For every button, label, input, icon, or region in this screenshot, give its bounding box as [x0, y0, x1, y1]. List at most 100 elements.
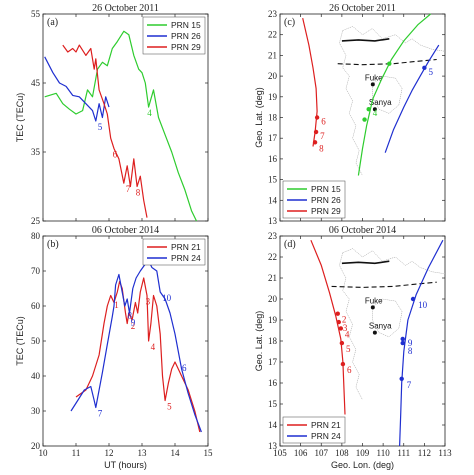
legend-entry: PRN 24 — [311, 431, 341, 441]
legend-entry: PRN 26 — [171, 31, 201, 41]
x-tick-label: 10 — [39, 448, 49, 458]
series-line — [357, 13, 431, 176]
track-marker — [400, 340, 405, 346]
y-tick-label: 35 — [31, 147, 41, 157]
point-annotation: 5 — [167, 402, 172, 412]
point-annotation: 7 — [126, 184, 131, 194]
track-marker — [366, 107, 371, 112]
track-marker — [313, 129, 319, 135]
point-annotation: 6 — [321, 116, 326, 126]
legend-box — [282, 416, 346, 444]
coastline — [342, 26, 446, 52]
y-tick-label: 19 — [268, 92, 278, 102]
point-annotation: 8 — [128, 311, 133, 321]
point-annotation: 10 — [418, 300, 428, 310]
y-tick-label: 70 — [31, 266, 41, 276]
point-annotation: 7 — [98, 409, 103, 419]
y-tick-label: 22 — [268, 252, 277, 262]
x-tick-label: 112 — [418, 448, 431, 458]
y-tick-label: 16 — [268, 378, 278, 388]
y-tick-label: 19 — [268, 315, 278, 325]
dashed-line — [337, 58, 437, 66]
legend-entry: PRN 15 — [171, 20, 201, 30]
point-annotation: 5 — [346, 344, 351, 354]
coastline — [339, 252, 363, 400]
point-annotation: 7 — [320, 131, 325, 141]
x-tick-label: 113 — [438, 448, 452, 458]
coastline — [372, 298, 403, 338]
place-dot — [370, 82, 375, 87]
legend-entry: PRN 21 — [171, 242, 201, 252]
y-tick-label: 20 — [268, 71, 278, 81]
point-annotation: 4 — [147, 108, 152, 118]
y-axis-label: Geo. Lat. (deg) — [254, 87, 264, 148]
panel-title: 26 October 2011 — [92, 3, 159, 14]
point-annotation: 6 — [347, 365, 352, 375]
place-label: Sanya — [369, 98, 392, 107]
x-tick-label: 12 — [105, 448, 114, 458]
coastline — [342, 248, 446, 275]
y-axis-label: TEC (TECu) — [15, 93, 25, 143]
y-tick-label: 13 — [268, 216, 278, 226]
x-tick-label: 14 — [171, 448, 181, 458]
solid-line — [341, 260, 390, 265]
series-line — [70, 259, 202, 433]
y-tick-label: 23 — [268, 9, 278, 19]
point-annotation: 5 — [98, 122, 103, 132]
y-tick-label: 20 — [31, 441, 41, 451]
y-tick-label: 17 — [268, 133, 278, 143]
x-tick-label: 109 — [356, 448, 370, 458]
point-annotation: 9 — [131, 318, 136, 328]
panel-d: 06 October 20141314151617181920212223105… — [254, 225, 452, 470]
y-tick-label: 25 — [31, 216, 41, 226]
panel-label: (b) — [47, 239, 59, 250]
point-annotation: 8 — [136, 188, 141, 198]
place-dot — [370, 305, 375, 310]
legend-entry: PRN 29 — [171, 42, 201, 52]
track-marker — [410, 296, 416, 302]
point-annotation: 2 — [131, 321, 136, 331]
legend-entry: PRN 21 — [311, 420, 341, 430]
y-tick-label: 18 — [268, 336, 278, 346]
track-marker — [400, 336, 405, 342]
place-label: Fuke — [365, 296, 383, 305]
x-tick-label: 107 — [315, 448, 329, 458]
point-annotation: 4 — [345, 329, 350, 339]
point-annotation: 6 — [182, 363, 187, 373]
y-tick-label: 50 — [31, 336, 41, 346]
y-tick-label: 21 — [268, 273, 277, 283]
x-tick-label: 15 — [204, 448, 214, 458]
series-line — [44, 30, 198, 222]
point-annotation: 2 — [342, 315, 347, 325]
track-marker — [335, 311, 340, 316]
track-marker — [399, 376, 404, 381]
y-tick-label: 14 — [268, 195, 278, 205]
legend-entry: PRN 15 — [311, 184, 341, 194]
y-tick-label: 23 — [268, 231, 278, 241]
x-tick-label: 106 — [294, 448, 308, 458]
point-annotation: 1 — [114, 300, 119, 310]
y-tick-label: 60 — [31, 301, 41, 311]
point-annotation: 7 — [407, 380, 412, 390]
place-dot — [372, 107, 377, 112]
series-line — [310, 239, 346, 415]
track-marker — [339, 340, 345, 346]
panel-c: 26 October 2011 13 14 15 16 17 18 19 20 21 22 23 Geo… — [254, 3, 446, 226]
point-annotation: 8 — [408, 346, 413, 356]
y-axis-label: TEC (TECu) — [15, 316, 25, 366]
point-annotation: 5 — [428, 67, 433, 77]
panel-label: (a) — [47, 17, 58, 28]
track-marker — [336, 319, 341, 325]
y-tick-label: 17 — [268, 357, 278, 367]
coastline — [372, 75, 403, 114]
y-tick-label: 20 — [268, 294, 278, 304]
x-axis-label: UT (hours) — [104, 460, 147, 470]
series-line — [384, 44, 440, 153]
panel-title: 26 October 2011 — [329, 3, 396, 14]
x-tick-label: 111 — [397, 448, 410, 458]
y-tick-label: 15 — [268, 175, 278, 185]
y-tick-label: 18 — [268, 113, 278, 123]
x-tick-label: 13 — [138, 448, 148, 458]
